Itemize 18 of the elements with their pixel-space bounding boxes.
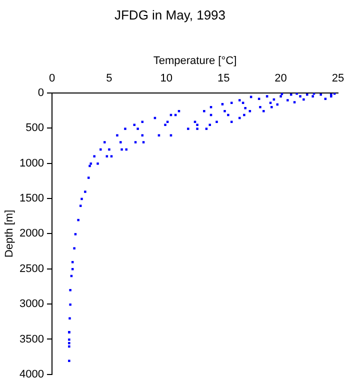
x-tick-label: 25 bbox=[332, 72, 344, 84]
y-tick-label: 1000 bbox=[20, 157, 44, 170]
x-axis-title: Temperature [°C] bbox=[153, 55, 237, 68]
y-tick-label: 500 bbox=[26, 122, 44, 134]
y-tick-label: 2000 bbox=[20, 228, 44, 240]
y-tick-label: 1500 bbox=[20, 192, 44, 205]
y-tick-label: 4000 bbox=[20, 368, 44, 380]
chart-title: JFDG in May, 1993 bbox=[114, 7, 226, 22]
y-tick-label: 0 bbox=[38, 87, 44, 100]
x-tick-label: 20 bbox=[274, 72, 287, 84]
x-tick-label: 15 bbox=[217, 72, 230, 84]
x-tick-label: 10 bbox=[160, 72, 173, 84]
x-tick-label: 5 bbox=[106, 72, 112, 84]
x-tick-label: 0 bbox=[48, 72, 56, 84]
y-axis-title: Depth [m] bbox=[4, 210, 16, 258]
y-tick-label: 3000 bbox=[20, 298, 44, 310]
y-tick-label: 3500 bbox=[20, 333, 44, 346]
y-tick-label: 2500 bbox=[20, 262, 44, 275]
